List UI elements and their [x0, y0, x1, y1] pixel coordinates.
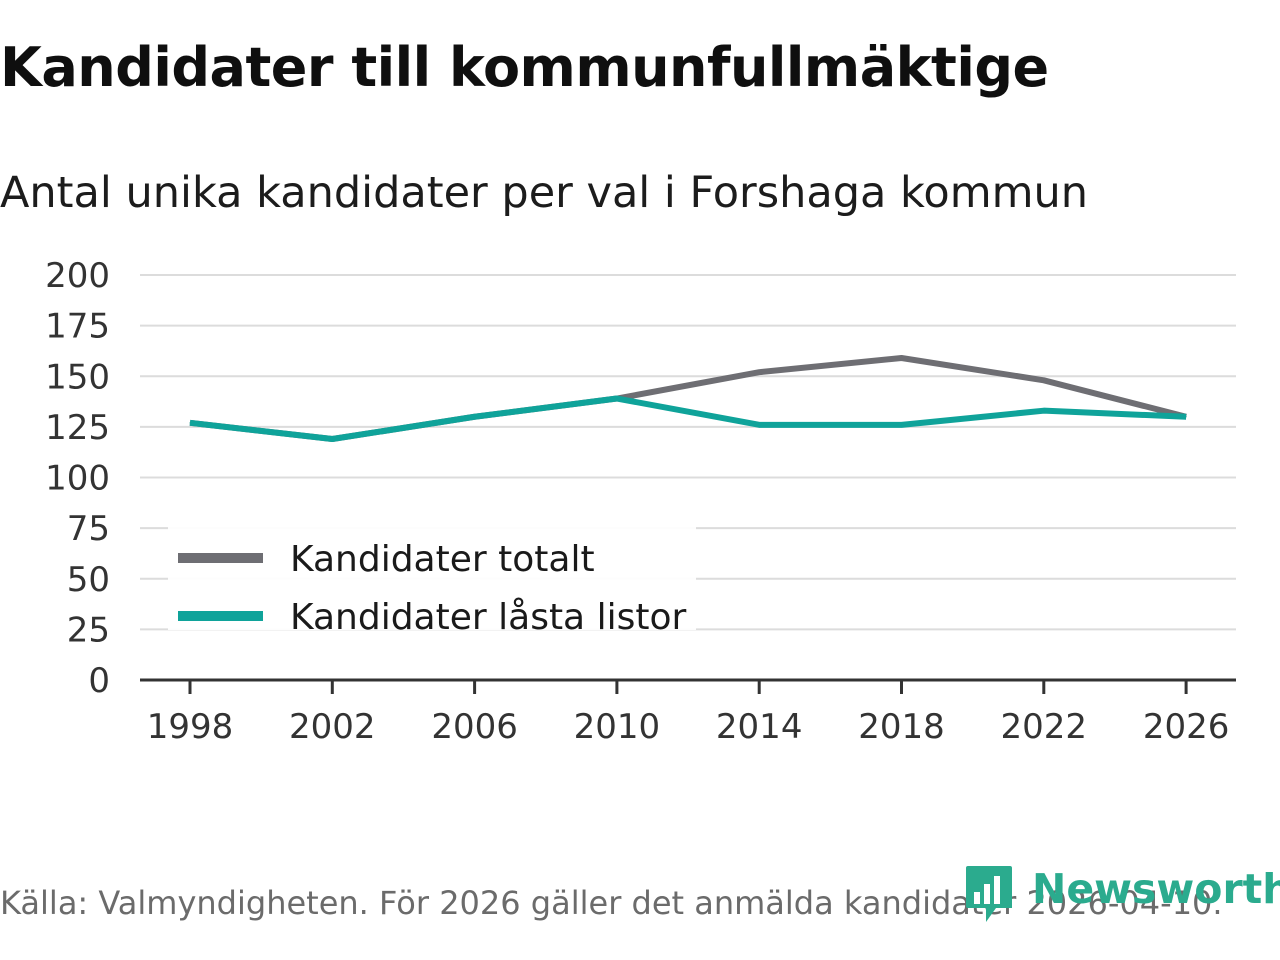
- y-tick-label: 125: [45, 408, 110, 448]
- x-axis-ticks: 1998 2002 2006 2010 2014 2018 2022 2026: [147, 680, 1230, 747]
- x-tick-label: 2022: [1001, 707, 1088, 747]
- y-tick-label: 25: [67, 610, 110, 650]
- data-point: [758, 424, 760, 426]
- y-axis-ticks: 0 25 50 75 100 125 150 175 200: [45, 256, 110, 701]
- data-point: [474, 416, 476, 418]
- x-tick-label: 2002: [289, 707, 376, 747]
- legend-label: Kandidater låsta listor: [290, 597, 686, 638]
- y-tick-label: 0: [88, 661, 110, 701]
- y-tick-label: 50: [67, 560, 110, 600]
- x-tick-label: 2014: [716, 707, 803, 747]
- data-point: [616, 398, 618, 400]
- source-note: Källa: Valmyndigheten. För 2026 gäller d…: [0, 884, 1223, 922]
- data-point: [1185, 416, 1187, 418]
- x-tick-label: 2010: [574, 707, 661, 747]
- y-tick-label: 200: [45, 256, 110, 296]
- x-tick-label: 2026: [1143, 707, 1230, 747]
- y-tick-label: 75: [67, 509, 110, 549]
- x-tick-label: 2018: [858, 707, 945, 747]
- y-tick-label: 100: [45, 459, 110, 499]
- brand-name: Newsworthy: [1032, 865, 1280, 913]
- brand-logo: Newsworthy: [964, 862, 1280, 926]
- newsworthy-logo-icon: [966, 866, 1012, 922]
- series-lines: [189, 355, 1187, 443]
- data-point: [331, 438, 333, 440]
- data-point: [189, 422, 191, 424]
- data-point: [758, 371, 760, 373]
- data-point: [1043, 410, 1045, 412]
- chart-title: Kandidater till kommunfullmäktige: [0, 36, 1049, 99]
- data-point: [901, 424, 902, 426]
- y-tick-label: 150: [45, 357, 110, 397]
- data-point: [901, 357, 902, 359]
- chart-subtitle: Antal unika kandidater per val i Forshag…: [0, 168, 1088, 218]
- legend: Kandidater totalt Kandidater låsta listor: [168, 526, 696, 638]
- x-tick-label: 1998: [147, 707, 234, 747]
- gridlines: [140, 274, 1236, 682]
- y-tick-label: 175: [45, 307, 110, 347]
- series-line-1: [189, 395, 1187, 443]
- data-point: [1043, 379, 1045, 381]
- legend-label: Kandidater totalt: [290, 539, 595, 580]
- x-tick-label: 2006: [431, 707, 518, 747]
